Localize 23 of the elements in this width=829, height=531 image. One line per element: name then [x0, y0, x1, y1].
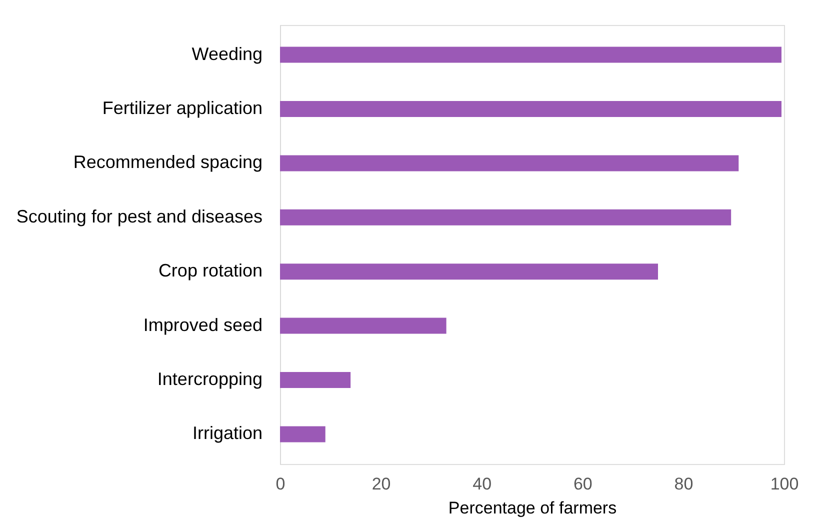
x-tick-label: 40 [472, 474, 492, 494]
x-tick-label: 20 [372, 474, 391, 494]
x-tick-label: 60 [573, 474, 592, 494]
y-tick-label: Scouting for pest and diseases [16, 206, 262, 226]
y-tick-label: Intercropping [157, 368, 262, 389]
bar [280, 209, 732, 226]
bar [280, 426, 326, 442]
y-tick-label: Weeding [192, 44, 262, 64]
x-axis-title: Percentage of farmers [448, 498, 617, 518]
x-tick-label: 100 [770, 474, 799, 494]
bar [280, 101, 782, 118]
y-tick-label: Irrigation [192, 423, 262, 444]
x-tick-label: 0 [276, 474, 286, 494]
x-tick-label: 80 [674, 474, 694, 494]
y-tick-label: Improved seed [143, 314, 262, 335]
bar [280, 318, 446, 334]
y-tick-label: Fertilizer application [102, 98, 262, 118]
bar [280, 46, 782, 63]
bar [280, 372, 351, 388]
bar [280, 155, 739, 172]
y-tick-label: Crop rotation [158, 260, 262, 281]
bar [280, 264, 658, 280]
y-tick-label: Recommended spacing [73, 152, 262, 172]
